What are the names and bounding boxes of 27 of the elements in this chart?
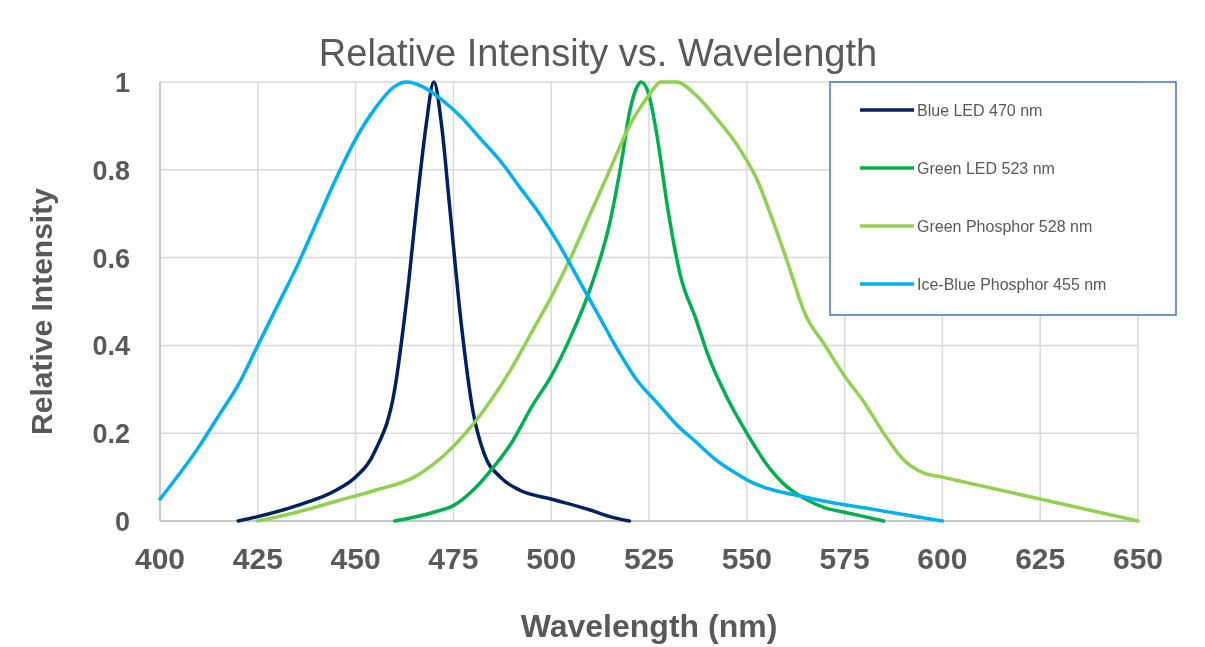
y-axis-title: Relative Intensity [25,187,58,435]
x-tick-label: 600 [917,542,968,575]
line-series [392,80,886,523]
x-tick-label: 425 [232,542,283,575]
x-tick-label: 650 [1112,542,1164,575]
x-tick-label: 400 [134,542,186,575]
y-tick-label: 0.4 [92,331,130,362]
x-tick-label: 625 [1015,542,1066,575]
x-tick-label: 550 [721,542,772,575]
x-tick-label: 450 [330,542,381,575]
legend-label: Green LED 523 nm [917,160,1055,177]
x-tick-label: 575 [819,542,870,575]
y-tick-label: 0.8 [92,155,130,186]
legend-label: Green Phosphor 528 nm [917,218,1093,235]
y-tick-label: 0 [114,507,130,537]
x-axis-title: Wavelength (nm) [520,608,778,644]
y-tick-label: 0.2 [92,419,130,450]
line-series [256,80,1140,523]
x-tick-label: 475 [428,542,479,575]
x-tick-label: 525 [623,542,675,575]
y-tick-label: 1 [114,68,130,98]
line-series [236,80,632,523]
legend-label: Ice-Blue Phosphor 455 nm [917,276,1107,293]
legend-label: Blue LED 470 nm [917,102,1043,119]
chart-title: Relative Intensity vs. Wavelength [318,32,878,74]
y-tick-label: 0.6 [92,243,130,274]
x-tick-label: 500 [526,542,577,575]
